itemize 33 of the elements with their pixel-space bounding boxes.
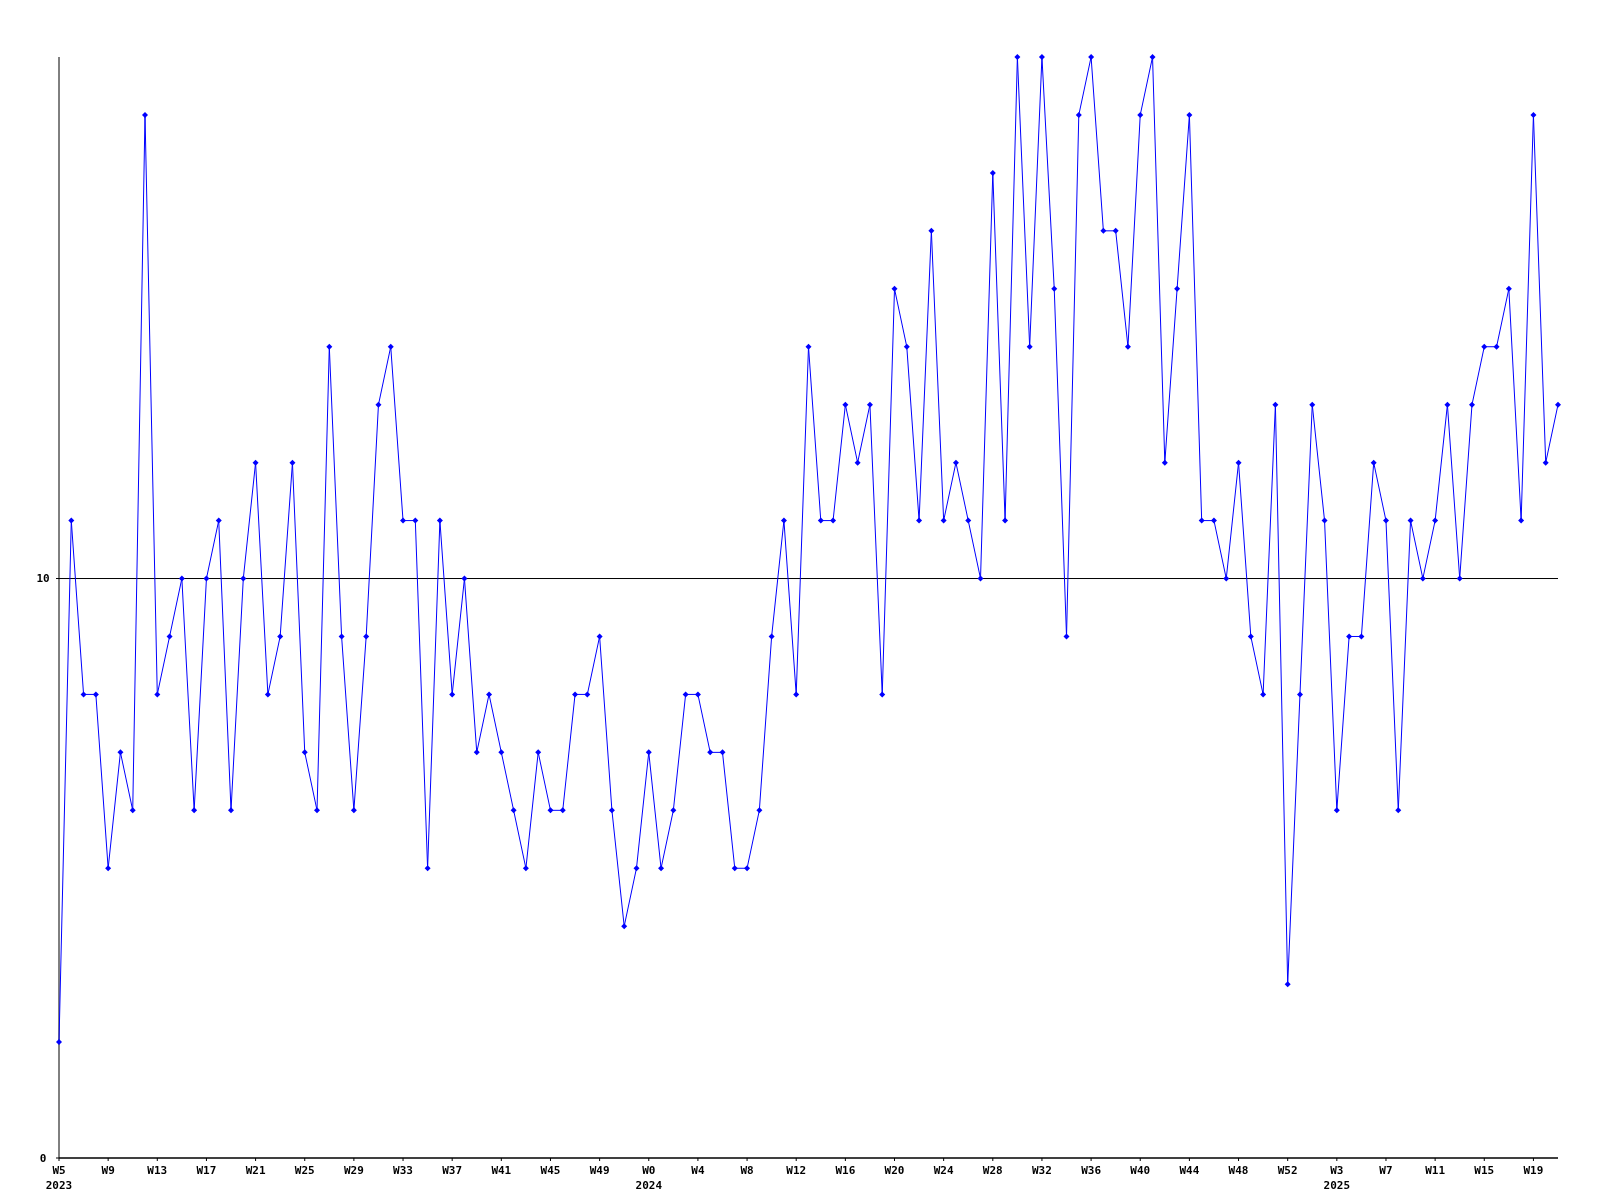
x-tick-label: W4 xyxy=(691,1164,705,1177)
x-tick-label: W25 xyxy=(294,1164,315,1177)
x-tick-label: W44 xyxy=(1179,1164,1200,1177)
x-tick-label: W41 xyxy=(491,1164,512,1177)
x-tick-label: W11 xyxy=(1425,1164,1446,1177)
x-tick-label: W13 xyxy=(147,1164,168,1177)
x-tick-label: W8 xyxy=(740,1164,754,1177)
x-tick-label: W52 xyxy=(1277,1164,1298,1177)
x-tick-label: W7 xyxy=(1379,1164,1393,1177)
x-tick-label: W29 xyxy=(343,1164,364,1177)
x-tick-label: W12 xyxy=(786,1164,807,1177)
x-tick-label: W28 xyxy=(982,1164,1003,1177)
x-tick-label: W48 xyxy=(1228,1164,1249,1177)
x-tick-label: W40 xyxy=(1130,1164,1151,1177)
x-tick-label: W45 xyxy=(540,1164,561,1177)
x-tick-label: W19 xyxy=(1523,1164,1544,1177)
x-tick-label: W24 xyxy=(933,1164,954,1177)
x-tick-label: W3 2025 xyxy=(1323,1164,1351,1192)
x-tick-label: W20 xyxy=(884,1164,905,1177)
x-tick-label: W32 xyxy=(1032,1164,1052,1177)
x-tick-label: W16 xyxy=(835,1164,856,1177)
x-tick-label: W21 xyxy=(245,1164,266,1177)
x-tick-label: W5 2023 xyxy=(45,1164,73,1192)
x-tick-label: W0 2024 xyxy=(635,1164,663,1192)
x-tick-label: W15 xyxy=(1474,1164,1495,1177)
x-tick-label: W49 xyxy=(589,1164,610,1177)
x-tick-label: W9 xyxy=(101,1164,115,1177)
y-tick-label: 10 xyxy=(36,572,50,586)
x-tick-label: W36 xyxy=(1081,1164,1102,1177)
y-tick-label: 0 xyxy=(39,1151,47,1165)
x-tick-label: W37 xyxy=(442,1164,463,1177)
x-tick-label: W33 xyxy=(393,1164,413,1177)
x-tick-label: W17 xyxy=(196,1164,217,1177)
